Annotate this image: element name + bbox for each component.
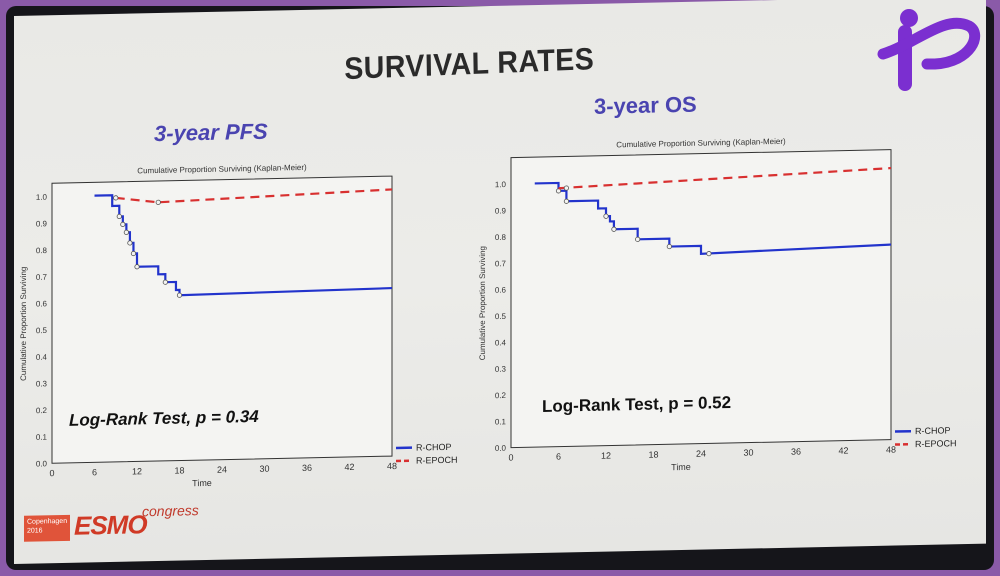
os-x-axis-label: Time [671, 462, 691, 472]
os-censor-mark [611, 226, 617, 232]
pfs-censor-mark [162, 279, 168, 285]
os-censor-mark [563, 198, 570, 204]
pfs-chart-title: Cumulative Proportion Surviving (Kaplan-… [137, 163, 307, 176]
os-x-tick-label: 6 [556, 452, 561, 462]
pfs-y-axis-label: Cumulative Proportion Surviving [19, 267, 28, 381]
esmo-footer: Copenhagen 2016 ESMO congress [24, 502, 224, 552]
pfs-logrank-annotation: Log-Rank Test, p = 0.34 [69, 406, 259, 430]
os-x-tick-label: 42 [838, 446, 848, 456]
os-chart: Cumulative Proportion Surviving (Kaplan-… [478, 137, 957, 472]
os-logrank-annotation: Log-Rank Test, p = 0.52 [542, 392, 732, 416]
os-censor-mark [635, 236, 641, 242]
pfs-y-tick-label: 0.5 [36, 326, 48, 335]
os-y-tick-label: 1.0 [495, 180, 507, 189]
os-x-tick-label: 24 [696, 449, 706, 459]
pfs-censor-mark [113, 195, 119, 201]
pfs-x-tick-label: 0 [49, 468, 54, 478]
os-censor-mark [563, 185, 570, 191]
pfs-censor-mark [130, 250, 137, 257]
os-x-tick-label: 18 [648, 450, 658, 460]
os-x-tick-label: 48 [886, 445, 896, 455]
pfs-x-tick-label: 42 [344, 462, 354, 472]
pfs-x-tick-label: 48 [387, 461, 397, 471]
brand-logo-icon [877, 9, 981, 91]
pfs-y-tick-label: 0.0 [36, 459, 48, 468]
os-y-tick-label: 0.1 [495, 417, 507, 426]
os-censor-mark [666, 243, 672, 250]
os-y-axis-label: Cumulative Proportion Surviving [478, 246, 487, 360]
esmo-brand: ESMO [74, 509, 147, 541]
os-y-tick-label: 0.5 [495, 312, 507, 321]
pfs-y-tick-label: 1.0 [36, 193, 48, 202]
os-legend-label-r-epoch: R-EPOCH [915, 438, 957, 449]
pfs-x-tick-label: 36 [302, 463, 312, 473]
os-y-tick-label: 0.7 [495, 259, 507, 268]
pfs-censor-mark [134, 264, 140, 270]
pfs-series-r-epoch-line [115, 188, 393, 204]
os-censor-mark [706, 251, 712, 257]
os-y-tick-label: 0.0 [495, 444, 507, 453]
pfs-x-tick-label: 18 [174, 465, 184, 475]
pfs-censor-mark [120, 221, 126, 227]
pfs-x-tick-label: 30 [259, 464, 269, 474]
pfs-heading: 3-year PFS [154, 118, 268, 147]
pfs-censor-mark [176, 292, 183, 298]
os-y-tick-label: 0.3 [495, 365, 507, 374]
os-x-tick-label: 0 [508, 453, 513, 463]
pfs-x-tick-label: 12 [132, 466, 142, 476]
pfs-legend-label-r-chop: R-CHOP [416, 442, 451, 453]
os-x-tick-label: 12 [601, 450, 611, 460]
os-y-tick-label: 0.8 [495, 233, 507, 242]
os-legend-label-r-chop: R-CHOP [915, 425, 950, 436]
pfs-legend-label-r-epoch: R-EPOCH [416, 455, 458, 466]
pfs-y-tick-label: 0.4 [36, 353, 48, 362]
pfs-y-tick-label: 0.9 [36, 219, 48, 228]
os-censor-mark [555, 188, 562, 194]
pfs-y-tick-label: 0.2 [36, 406, 48, 415]
slide-title: SURVIVAL RATES [344, 41, 595, 87]
os-censor-mark [603, 213, 609, 219]
os-y-tick-label: 0.9 [495, 206, 507, 215]
os-y-tick-label: 0.6 [495, 286, 507, 295]
pfs-y-tick-label: 0.6 [36, 299, 48, 308]
pfs-chart: Cumulative Proportion Surviving (Kaplan-… [19, 163, 458, 488]
pfs-censor-mark [127, 240, 133, 246]
presentation-slide: SURVIVAL RATES 3-year PFS 3-year OS Cumu… [14, 0, 986, 564]
os-series-r-epoch-line [558, 166, 892, 190]
pfs-censor-mark [155, 199, 161, 205]
pfs-y-tick-label: 0.3 [36, 379, 48, 388]
os-y-tick-label: 0.4 [495, 338, 507, 347]
os-plot-area [510, 149, 892, 449]
esmo-congress-text: congress [142, 502, 199, 520]
os-y-tick-label: 0.2 [495, 391, 507, 400]
pfs-censor-mark [123, 229, 129, 235]
pfs-x-tick-label: 6 [92, 467, 97, 477]
os-chart-title: Cumulative Proportion Surviving (Kaplan-… [616, 137, 786, 150]
os-x-tick-label: 36 [791, 447, 801, 457]
esmo-city-badge: Copenhagen 2016 [24, 514, 70, 542]
os-heading: 3-year OS [594, 91, 697, 119]
pfs-censor-mark [116, 213, 122, 220]
os-x-tick-label: 30 [743, 448, 753, 458]
pfs-x-tick-label: 24 [217, 465, 227, 475]
pfs-y-tick-label: 0.1 [36, 433, 48, 442]
pfs-x-axis-label: Time [192, 478, 212, 488]
pfs-plot-area [51, 175, 393, 464]
pfs-y-tick-label: 0.8 [36, 246, 48, 255]
pfs-y-tick-label: 0.7 [36, 273, 48, 282]
